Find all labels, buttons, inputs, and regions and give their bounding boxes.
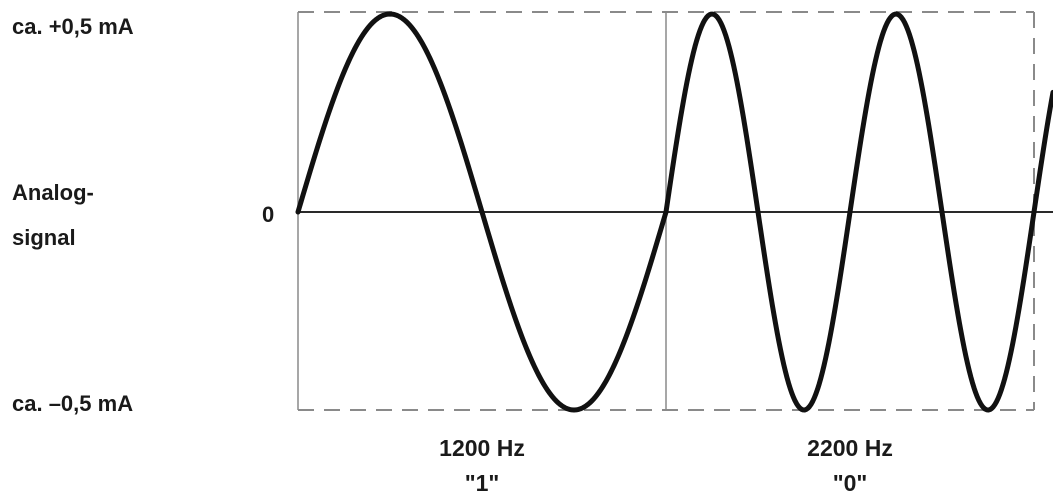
section-1-bit-label: "1" [465,470,500,496]
zero-label: 0 [262,202,274,227]
section-2-bit-label: "0" [833,470,868,496]
section-1-frequency-label: 1200 Hz [439,435,525,461]
min-current-label: ca. –0,5 mA [12,391,133,416]
signal-label-line1: Analog- [12,180,94,205]
signal-label-line2: signal [12,225,76,250]
max-current-label: ca. +0,5 mA [12,14,134,39]
section-2-frequency-label: 2200 Hz [807,435,893,461]
analog-signal-wave [295,11,1053,413]
